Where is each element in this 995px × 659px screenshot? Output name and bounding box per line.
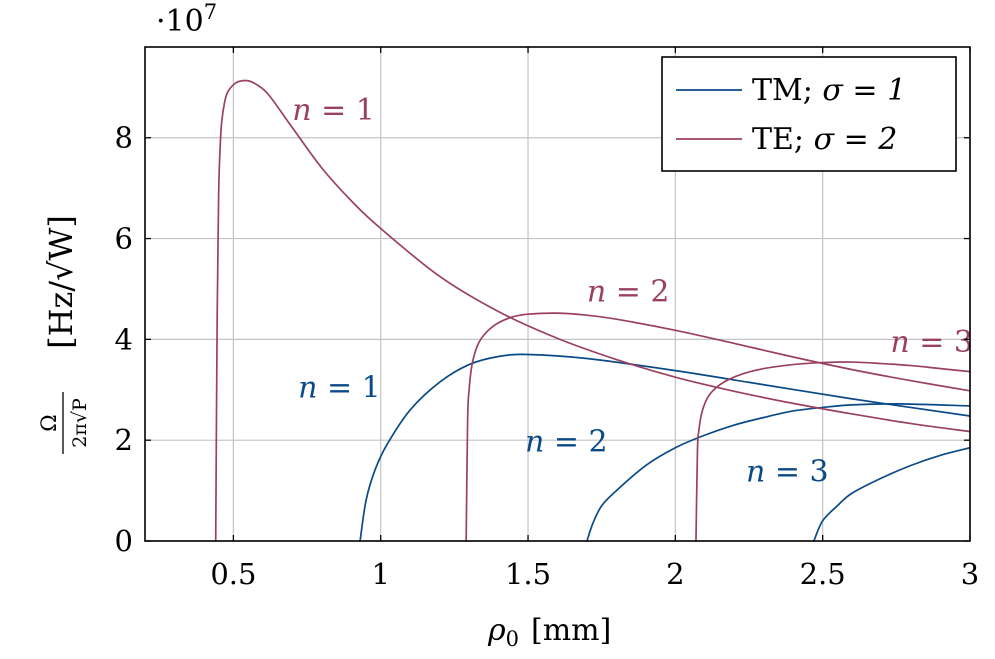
legend: TM; σ = 1 TE; σ = 2 <box>661 56 957 172</box>
series-te-label: n = 2 <box>587 275 670 310</box>
legend-entry-tm: TM; σ = 1 <box>752 73 906 108</box>
y-tick-label: 6 <box>115 222 133 256</box>
y-tick-label: 0 <box>115 524 133 558</box>
y-exponent-label: ·107 <box>156 0 217 39</box>
tick-labels: 0.5 1 1.5 2 2.5 3 0 2 4 6 8 <box>115 121 980 591</box>
y-axis-label: Ω 2π√P [Hz/√W] <box>37 215 91 454</box>
ticks <box>145 47 971 542</box>
series-te-label: n = 3 <box>890 325 973 360</box>
y-tick-label: 2 <box>115 423 133 457</box>
legend-entry-te: TE; σ = 2 <box>752 122 897 157</box>
y-tick-label: 8 <box>115 121 133 155</box>
x-tick-label: 3 <box>961 557 979 591</box>
y-tick-label: 4 <box>115 322 133 356</box>
y-label-numerator: Ω <box>37 414 61 431</box>
curves <box>214 79 971 542</box>
series-tm-n3-line <box>812 446 971 542</box>
series-tm-label: n = 3 <box>746 455 829 490</box>
series-tm-label: n = 2 <box>525 424 608 459</box>
y-label-denominator: 2π√P <box>69 398 91 448</box>
series-tm-n1-line <box>359 353 971 542</box>
series-te-n3-line <box>695 361 971 542</box>
curve-labels: n = 1 n = 2 n = 3 n = 1 n = 2 n = 3 <box>292 93 973 489</box>
x-axis-label: ρ0 [mm] <box>487 613 611 651</box>
x-tick-label: 0.5 <box>210 557 256 591</box>
x-tick-label: 1 <box>371 557 389 591</box>
series-te-n2-line <box>465 312 971 542</box>
plot-frame <box>144 46 971 542</box>
legend-box <box>661 56 957 172</box>
y-label-unit: [Hz/√W] <box>42 215 80 349</box>
x-tick-label: 1.5 <box>505 557 551 591</box>
x-tick-label: 2.5 <box>800 557 846 591</box>
x-tick-label: 2 <box>666 557 684 591</box>
series-tm-n2-line <box>586 403 971 542</box>
series-tm-label: n = 1 <box>298 370 381 405</box>
series-te-n1-line <box>214 79 971 542</box>
series-te-label: n = 1 <box>292 93 375 128</box>
